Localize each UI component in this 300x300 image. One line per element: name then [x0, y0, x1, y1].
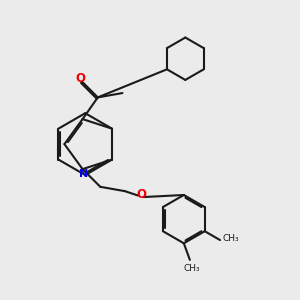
Text: CH₃: CH₃ — [183, 264, 200, 273]
Text: O: O — [76, 72, 86, 85]
Text: O: O — [136, 188, 146, 201]
Text: CH₃: CH₃ — [222, 234, 239, 243]
Text: N: N — [80, 169, 89, 179]
